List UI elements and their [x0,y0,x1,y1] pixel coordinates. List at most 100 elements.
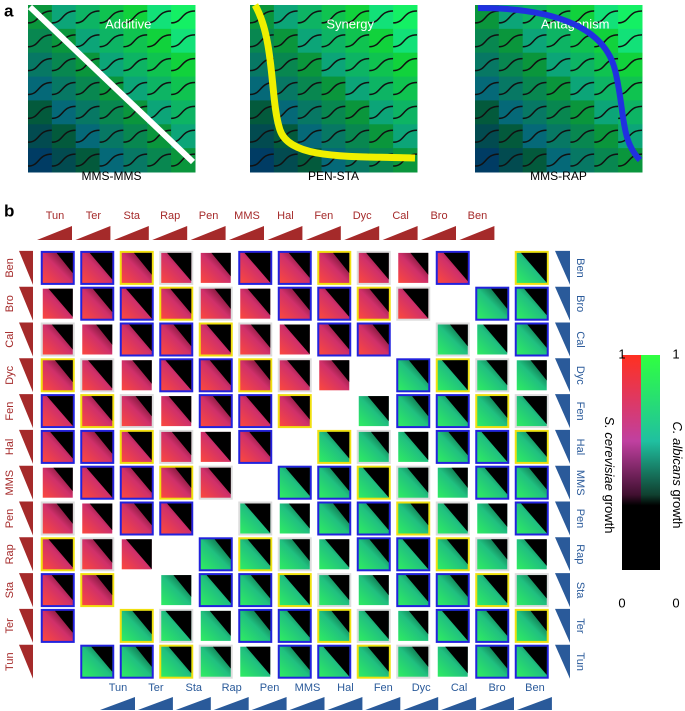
cell-shadow [516,575,547,599]
tile-curve [369,34,394,48]
cell-shadow [477,288,508,309]
tile [498,100,524,125]
cell-shadow [319,324,350,350]
tile [522,100,548,125]
cell-shadow [240,539,271,566]
cell-shadow [477,503,508,527]
tile-curve [570,81,595,96]
tile-curve [546,129,571,143]
tile [273,76,299,101]
tile-curve [321,105,346,120]
cell-shadow [82,252,113,280]
tile [369,76,394,101]
cell-shadow [121,396,152,417]
cell-shadow [161,288,192,314]
tile-curve [522,105,547,120]
cell-shadow [279,575,310,605]
ramp [100,697,135,710]
ramp [19,358,33,393]
cell-shadow [161,575,192,597]
tile [171,5,196,30]
cell-shadow [42,324,73,350]
ramp [555,429,570,464]
ramp [555,322,570,357]
right-label: Tun [574,652,586,671]
tile-curve [369,105,394,120]
tile-curve [594,129,619,143]
ramp [190,226,226,240]
tile-curve [498,57,523,72]
tile [321,100,346,125]
cell-shadow [358,503,389,531]
cell-shadow [42,575,73,601]
cell-shadow [279,396,310,420]
ramp [421,226,456,240]
cell-shadow [516,252,547,283]
tile [546,76,571,101]
cell-shadow [121,360,152,384]
tile-curve [147,153,172,167]
ramp [441,697,477,710]
right-label: Hal [574,439,586,456]
tile-curve [171,81,196,96]
cell-shadow [42,252,73,274]
ramp [19,322,33,357]
cell-shadow [82,431,113,454]
ramp [555,358,570,393]
tile-curve [99,34,124,48]
tile [75,28,101,54]
tile-curve [546,34,571,48]
ramp [267,226,303,240]
tile [28,52,53,78]
tile [147,52,172,78]
left-label: Ben [4,258,16,278]
tile [28,124,53,149]
tile [522,148,548,173]
tile-curve [594,57,619,72]
tile [321,52,346,78]
tile [369,124,394,149]
cell-shadow [319,575,350,601]
tile [250,100,275,125]
cell-shadow [161,646,192,674]
tile-curve [321,129,346,143]
tile [393,28,418,54]
tile [546,124,571,149]
ramp [289,697,325,710]
tile [369,100,394,125]
tile [594,148,619,173]
tile-curve [594,10,619,24]
tile [498,148,524,173]
cell-shadow [200,324,231,353]
ramp [479,697,514,710]
tile-curve [249,129,274,143]
right-label: Sta [574,582,586,599]
tile [393,124,418,149]
ramp [19,429,33,464]
cell-shadow [42,503,73,524]
cell-shadow [319,539,350,568]
tile-curve [27,57,52,72]
cell-shadow [516,431,547,457]
cell-shadow [398,575,429,602]
cell-shadow [358,575,389,596]
tile-curve [618,57,643,72]
tile-curve [171,10,196,24]
tile [345,76,370,101]
cell-shadow [200,539,231,560]
tile-curve [297,34,322,48]
cell-shadow [82,324,113,345]
tile [321,124,346,149]
tile-curve [147,34,172,48]
cell-shadow [358,539,389,563]
cell-shadow [161,610,192,641]
tile [51,148,77,173]
tile-curve [546,105,571,120]
tile [297,76,323,101]
tile-curve [522,81,547,96]
top-label: Fen [314,210,333,222]
colorbar-tick: 1 [672,346,679,361]
top-label: Bro [430,210,447,222]
tile [171,76,196,101]
tile [250,124,275,149]
